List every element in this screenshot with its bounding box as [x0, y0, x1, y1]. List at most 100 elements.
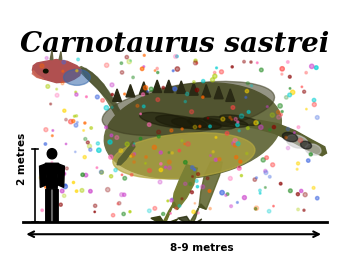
- Ellipse shape: [47, 149, 57, 159]
- Ellipse shape: [176, 55, 178, 58]
- Ellipse shape: [84, 122, 86, 124]
- Ellipse shape: [159, 151, 162, 154]
- Ellipse shape: [164, 166, 166, 168]
- Ellipse shape: [216, 67, 217, 69]
- Ellipse shape: [233, 138, 237, 142]
- Ellipse shape: [86, 141, 89, 144]
- Ellipse shape: [108, 140, 112, 144]
- Ellipse shape: [122, 193, 126, 196]
- Ellipse shape: [105, 63, 109, 67]
- Ellipse shape: [288, 75, 291, 78]
- Ellipse shape: [105, 126, 107, 129]
- Ellipse shape: [315, 116, 319, 119]
- Ellipse shape: [265, 156, 268, 160]
- Ellipse shape: [300, 189, 303, 192]
- Ellipse shape: [114, 168, 117, 172]
- Ellipse shape: [303, 209, 305, 211]
- Ellipse shape: [74, 123, 78, 127]
- Ellipse shape: [196, 186, 198, 188]
- Ellipse shape: [130, 60, 131, 62]
- Ellipse shape: [257, 62, 258, 64]
- Ellipse shape: [84, 173, 88, 177]
- Ellipse shape: [93, 204, 97, 207]
- Ellipse shape: [306, 108, 307, 110]
- Ellipse shape: [45, 177, 47, 180]
- Ellipse shape: [254, 208, 257, 210]
- Ellipse shape: [246, 82, 249, 85]
- Polygon shape: [32, 59, 82, 83]
- Ellipse shape: [44, 177, 46, 179]
- Ellipse shape: [171, 152, 173, 154]
- Ellipse shape: [60, 189, 64, 193]
- Ellipse shape: [254, 121, 258, 125]
- Ellipse shape: [245, 97, 247, 98]
- Ellipse shape: [99, 170, 103, 174]
- Ellipse shape: [148, 169, 152, 172]
- Ellipse shape: [170, 129, 173, 132]
- Ellipse shape: [229, 116, 231, 119]
- Ellipse shape: [194, 203, 196, 204]
- Polygon shape: [226, 89, 235, 101]
- Ellipse shape: [160, 163, 162, 165]
- Ellipse shape: [296, 168, 298, 170]
- Ellipse shape: [100, 170, 104, 174]
- Ellipse shape: [42, 177, 45, 180]
- Polygon shape: [50, 51, 53, 59]
- Ellipse shape: [184, 161, 187, 164]
- Polygon shape: [190, 204, 206, 222]
- Ellipse shape: [280, 67, 284, 71]
- Ellipse shape: [62, 60, 65, 64]
- Ellipse shape: [246, 127, 249, 130]
- Ellipse shape: [221, 117, 225, 121]
- Ellipse shape: [63, 109, 66, 112]
- Ellipse shape: [184, 182, 187, 185]
- Ellipse shape: [167, 160, 171, 164]
- Ellipse shape: [219, 70, 224, 74]
- Ellipse shape: [56, 88, 57, 90]
- Polygon shape: [117, 142, 135, 165]
- Ellipse shape: [65, 143, 67, 145]
- Ellipse shape: [44, 143, 47, 145]
- Ellipse shape: [47, 182, 50, 185]
- Ellipse shape: [104, 106, 108, 110]
- Ellipse shape: [157, 72, 159, 74]
- Ellipse shape: [156, 98, 160, 101]
- Ellipse shape: [236, 123, 239, 126]
- Ellipse shape: [131, 154, 134, 157]
- Ellipse shape: [172, 70, 174, 72]
- Ellipse shape: [197, 212, 199, 214]
- Ellipse shape: [239, 160, 242, 163]
- Ellipse shape: [214, 72, 216, 74]
- Ellipse shape: [43, 69, 48, 73]
- Ellipse shape: [202, 79, 205, 83]
- Ellipse shape: [278, 104, 282, 108]
- Ellipse shape: [76, 70, 78, 72]
- Polygon shape: [153, 80, 162, 92]
- Ellipse shape: [74, 115, 75, 117]
- Ellipse shape: [231, 119, 232, 120]
- Ellipse shape: [110, 175, 113, 178]
- Ellipse shape: [65, 167, 68, 170]
- Ellipse shape: [106, 188, 110, 192]
- Ellipse shape: [110, 83, 114, 87]
- Polygon shape: [151, 216, 178, 222]
- Ellipse shape: [193, 81, 195, 83]
- Ellipse shape: [296, 192, 300, 196]
- Ellipse shape: [152, 145, 156, 149]
- Ellipse shape: [305, 144, 321, 155]
- Ellipse shape: [62, 70, 64, 72]
- Ellipse shape: [236, 142, 240, 146]
- Ellipse shape: [276, 110, 280, 114]
- Ellipse shape: [212, 151, 214, 153]
- Ellipse shape: [210, 155, 211, 156]
- Ellipse shape: [191, 166, 194, 169]
- Ellipse shape: [251, 85, 253, 87]
- Ellipse shape: [62, 172, 66, 175]
- Ellipse shape: [218, 158, 221, 161]
- Ellipse shape: [281, 111, 283, 112]
- Ellipse shape: [285, 96, 288, 99]
- Ellipse shape: [288, 189, 292, 193]
- Ellipse shape: [312, 186, 315, 189]
- Ellipse shape: [296, 162, 300, 165]
- Polygon shape: [46, 163, 58, 189]
